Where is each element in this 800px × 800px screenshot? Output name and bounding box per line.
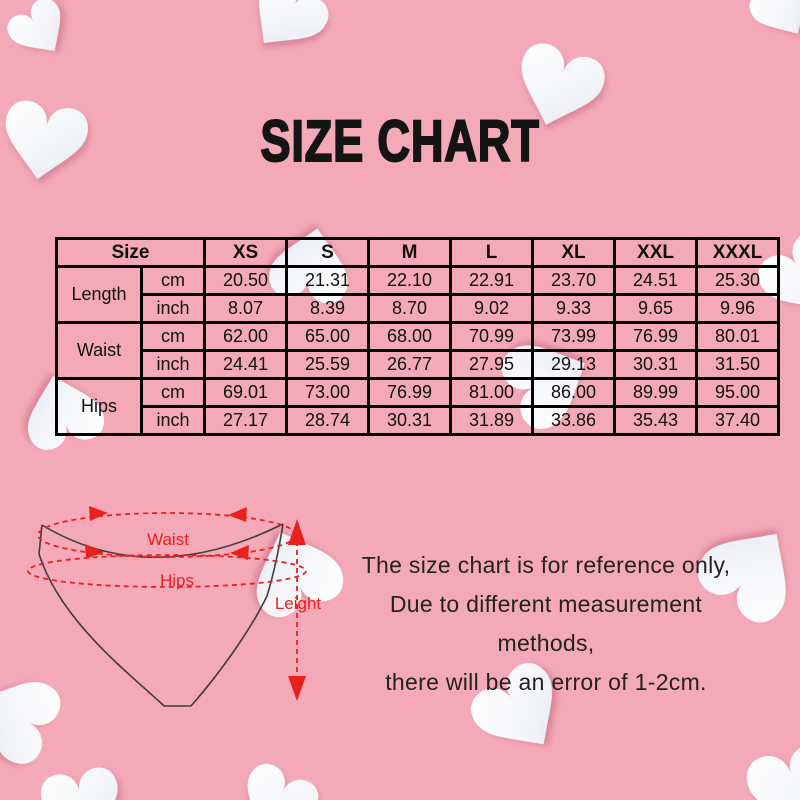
- table-corner-label: Size: [55, 237, 206, 268]
- table-row-hips-cm: Hips cm 69.01 73.00 76.99 81.00 86.00 89…: [55, 377, 780, 436]
- arrow-right-icon: [89, 506, 108, 521]
- table-cell: 29.13: [531, 349, 616, 380]
- page-title: SIZE CHART: [260, 108, 540, 175]
- table-cell: 27.17: [203, 405, 288, 436]
- table-cell: 8.70: [367, 293, 452, 324]
- table-row-waist-cm: Waist cm 62.00 65.00 68.00 70.99 73.99 7…: [55, 321, 780, 380]
- table-row-hips-inch: inch 27.17 28.74 30.31 31.89 33.86 35.43…: [57, 405, 780, 436]
- table-header-row: Size XS S M L XL XXL XXXL: [55, 237, 780, 268]
- disclaimer-line: The size chart is for reference only,: [361, 552, 731, 578]
- table-cell: 8.39: [285, 293, 370, 324]
- table-cell: 9.02: [449, 293, 534, 324]
- table-cell: 33.86: [531, 405, 616, 436]
- col-header-xxxl: XXXL: [695, 237, 780, 268]
- table-cell: 9.33: [531, 293, 616, 324]
- unit-label-cm: cm: [140, 377, 206, 408]
- col-header-xxl: XXL: [613, 237, 698, 268]
- table-cell: 8.07: [203, 293, 288, 324]
- table-cell: 73.99: [531, 321, 616, 352]
- unit-label-cm: cm: [140, 265, 206, 296]
- table-cell: 76.99: [613, 321, 698, 352]
- table-cell: 25.59: [285, 349, 370, 380]
- table-cell: 24.51: [613, 265, 698, 296]
- hips-label: Hips: [160, 571, 194, 590]
- table-cell: 68.00: [367, 321, 452, 352]
- table-cell: 26.77: [367, 349, 452, 380]
- col-header-l: L: [449, 237, 534, 268]
- col-header-s: S: [285, 237, 370, 268]
- table-cell: 25.30: [695, 265, 780, 296]
- table-cell: 70.99: [449, 321, 534, 352]
- table-cell: 22.10: [367, 265, 452, 296]
- row-label-waist: Waist: [55, 321, 143, 380]
- length-label: Leight: [275, 594, 322, 613]
- table-cell: 31.50: [695, 349, 780, 380]
- table-cell: 73.00: [285, 377, 370, 408]
- heart-icon: [247, 763, 319, 800]
- table-cell: 30.31: [367, 405, 452, 436]
- arrow-right-icon: [85, 544, 104, 559]
- size-table: Size XS S M L XL XXL XXXL Length cm 20.5…: [55, 237, 780, 436]
- table-row-length-inch: inch 8.07 8.39 8.70 9.02 9.33 9.65 9.96: [57, 293, 780, 324]
- measurement-diagram: Waist Hips Leight: [27, 506, 322, 707]
- heart-icon: [7, 0, 61, 52]
- table-row-length-cm: Length cm 20.50 21.31 22.10 22.91 23.70 …: [55, 265, 780, 324]
- col-header-xs: XS: [203, 237, 288, 268]
- table-cell: 30.31: [613, 349, 698, 380]
- unit-label-inch: inch: [140, 405, 206, 436]
- row-label-hips: Hips: [55, 377, 143, 436]
- heart-icon: [746, 744, 800, 800]
- table-cell: 76.99: [367, 377, 452, 408]
- table-cell: 37.40: [695, 405, 780, 436]
- arrow-left-icon: [228, 507, 247, 522]
- arrow-down-icon: [288, 676, 306, 701]
- table-cell: 27.95: [449, 349, 534, 380]
- table-cell: 80.01: [695, 321, 780, 352]
- table-cell: 69.01: [203, 377, 288, 408]
- table-row-waist-inch: inch 24.41 25.59 26.77 27.95 29.13 30.31…: [57, 349, 780, 380]
- unit-label-cm: cm: [140, 321, 206, 352]
- waist-label: Waist: [147, 530, 189, 549]
- table-cell: 89.99: [613, 377, 698, 408]
- heart-icon: [749, 0, 800, 34]
- heart-icon: [5, 100, 88, 180]
- disclaimer-line: Due to different measurement methods,: [389, 591, 703, 656]
- table-cell: 23.70: [531, 265, 616, 296]
- unit-label-inch: inch: [140, 349, 206, 380]
- table-cell: 24.41: [203, 349, 288, 380]
- col-header-xl: XL: [531, 237, 616, 268]
- table-cell: 62.00: [203, 321, 288, 352]
- table-cell: 86.00: [531, 377, 616, 408]
- table-cell: 22.91: [449, 265, 534, 296]
- table-cell: 28.74: [285, 405, 370, 436]
- row-label-length: Length: [55, 265, 143, 324]
- heart-icon: [41, 767, 118, 800]
- arrow-up-icon: [288, 519, 306, 545]
- disclaimer-note: The size chart is for reference only, Du…: [340, 546, 752, 702]
- table-cell: 9.65: [613, 293, 698, 324]
- table-cell: 35.43: [613, 405, 698, 436]
- heart-icon: [258, 0, 329, 44]
- table-cell: 20.50: [203, 265, 288, 296]
- table-cell: 65.00: [285, 321, 370, 352]
- table-cell: 21.31: [285, 265, 370, 296]
- table-cell: 81.00: [449, 377, 534, 408]
- table-cell: 31.89: [449, 405, 534, 436]
- table-cell: 95.00: [695, 377, 780, 408]
- disclaimer-line: there will be an error of 1-2cm.: [385, 669, 707, 695]
- arrow-left-icon: [230, 545, 249, 560]
- table-cell: 9.96: [695, 293, 780, 324]
- col-header-m: M: [367, 237, 452, 268]
- unit-label-inch: inch: [140, 293, 206, 324]
